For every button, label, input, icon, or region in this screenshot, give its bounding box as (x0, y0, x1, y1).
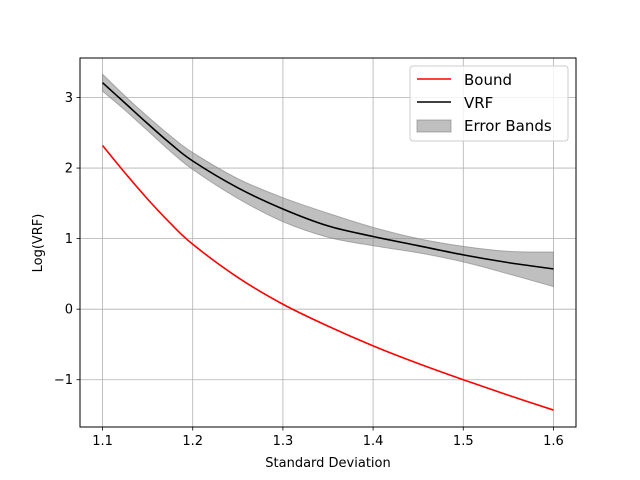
series-line-vrf (102, 82, 554, 270)
legend-label-error-bands: Error Bands (464, 117, 552, 135)
y-tick-label: 1 (65, 232, 73, 247)
y-tick-label: 3 (65, 91, 73, 106)
series-layer (101, 82, 554, 411)
y-tick-label: 2 (65, 162, 73, 177)
x-tick-label: 1.2 (182, 434, 203, 449)
x-tick-label: 1.5 (453, 434, 474, 449)
x-axis-label: Standard Deviation (265, 456, 390, 471)
tick-layer: 1.1 1.2 1.3 1.4 1.5 1.6 −1 0 1 2 3 (54, 91, 564, 449)
legend-swatch-error-bands (416, 119, 452, 133)
plot-frame (79, 57, 577, 428)
error-band (102, 73, 554, 288)
y-tick-label: 0 (65, 303, 73, 318)
legend-label-vrf: VRF (464, 94, 493, 112)
x-tick-label: 1.3 (273, 434, 294, 449)
y-axis-label: Log(VRF) (31, 214, 46, 273)
legend-label-bound: Bound (464, 71, 512, 89)
x-tick-label: 1.6 (543, 434, 564, 449)
legend: Bound VRF Error Bands (409, 65, 569, 142)
x-tick-label: 1.4 (363, 434, 384, 449)
y-tick-label: −1 (54, 373, 73, 388)
band-layer (102, 73, 554, 288)
x-tick-label: 1.1 (92, 434, 113, 449)
series-line-bound (101, 144, 554, 411)
